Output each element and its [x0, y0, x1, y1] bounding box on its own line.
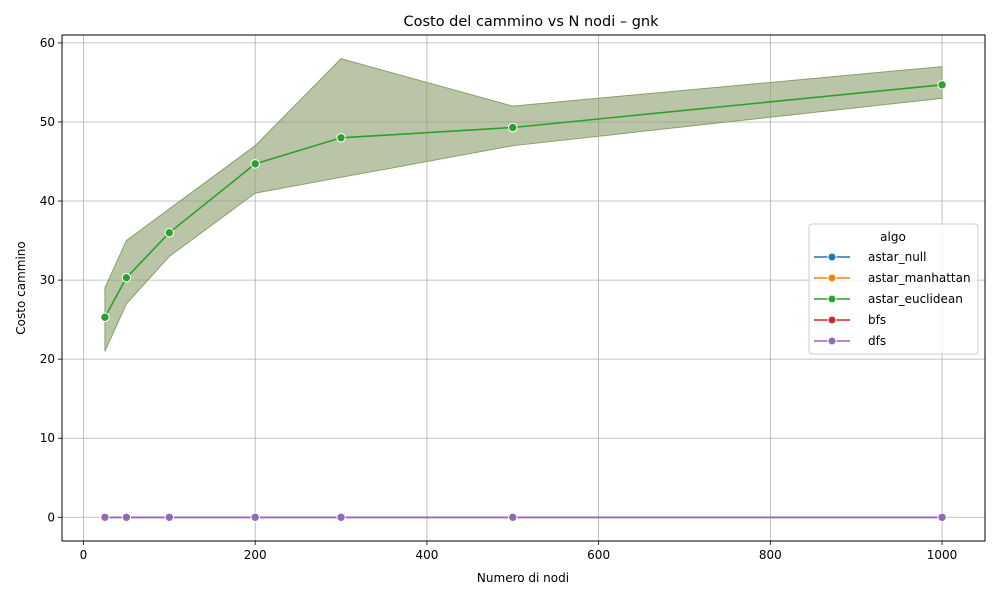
data-point: [121, 273, 132, 283]
x-tick-label: 400: [415, 548, 438, 562]
data-point: [508, 122, 518, 133]
legend-title: algo: [880, 230, 906, 244]
y-tick-label: 50: [40, 115, 55, 129]
data-point: [508, 512, 518, 522]
x-tick-label: 200: [244, 548, 267, 562]
y-tick-label: 0: [47, 510, 55, 524]
legend-box: [808, 223, 979, 355]
y-tick-label: 40: [40, 194, 55, 208]
legend-marker: [827, 336, 837, 346]
data-point: [250, 159, 260, 169]
y-tick-label: 60: [40, 36, 55, 50]
y-tick-label: 30: [40, 273, 55, 287]
data-point: [336, 512, 346, 522]
axis-ticks: 0 200 400 600 800 1000 0 10 20 30 40 50 60: [40, 36, 958, 562]
x-tick-label: 1000: [927, 548, 958, 562]
data-point: [164, 512, 175, 522]
x-axis-title: Numero di nodi: [477, 571, 569, 585]
chart-title: Costo del cammino vs N nodi – gnk: [403, 14, 659, 30]
data-point: [937, 512, 947, 522]
legend-marker: [827, 315, 837, 325]
data-point: [100, 312, 110, 322]
legend-label: astar_null: [868, 250, 926, 264]
legend-label: astar_manhattan: [868, 271, 971, 285]
data-point: [336, 133, 346, 143]
legend-label: bfs: [868, 313, 886, 327]
x-tick-label: 800: [759, 548, 782, 562]
data-point: [100, 512, 110, 522]
legend-items: astar_null astar_manhattan astar_euclidean…: [814, 250, 971, 348]
legend-label: dfs: [868, 334, 886, 348]
data-point: [250, 512, 260, 522]
confidence-bands: [104, 58, 943, 352]
data-point: [164, 227, 175, 238]
plot-area-frame: [61, 34, 986, 542]
legend-marker: [827, 294, 837, 304]
x-tick-label: 600: [587, 548, 610, 562]
data-point: [937, 80, 947, 90]
y-axis-title: Costo cammino: [14, 241, 28, 334]
legend-marker: [827, 252, 837, 262]
x-tick-label: 0: [80, 548, 88, 562]
data-point: [121, 512, 132, 522]
legend-marker: [827, 273, 837, 283]
y-tick-label: 10: [40, 431, 55, 445]
legend-label: astar_euclidean: [868, 292, 963, 306]
confidence-band: [104, 58, 943, 352]
y-tick-label: 20: [40, 352, 55, 366]
legend: algo astar_null astar_manhattan astar_eucl…: [808, 223, 979, 355]
series-lines: [100, 80, 947, 522]
